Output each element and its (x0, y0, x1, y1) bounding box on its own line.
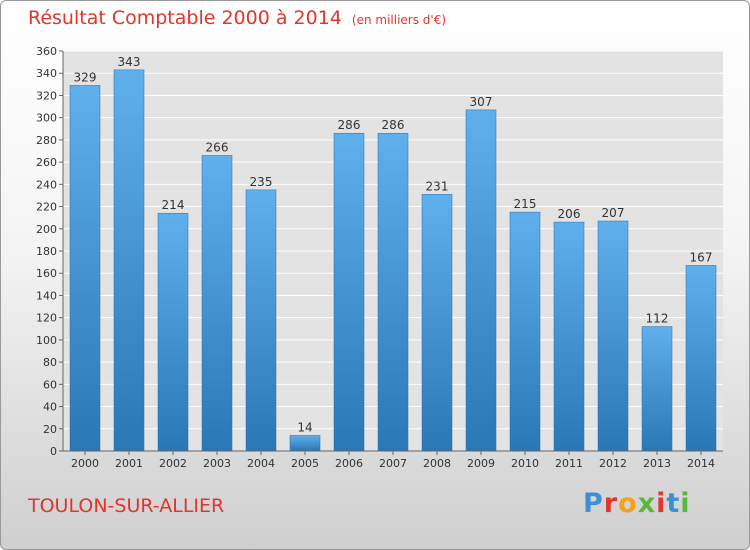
bar-2009 (465, 109, 497, 452)
y-tick-label: 220 (36, 201, 57, 214)
bar-2008 (421, 194, 453, 452)
logo-letter: o (618, 488, 638, 519)
y-axis: 0 20 40 60 80 100 120 140 160 180 200 220 240 260 280 3… (36, 45, 64, 458)
bar-2013 (641, 326, 673, 452)
chart-title: Résultat Comptable 2000 à 2014 (en millie… (28, 7, 447, 29)
y-tick-label: 160 (36, 267, 57, 280)
place-name: TOULON-SUR-ALLIER (28, 495, 225, 517)
y-tick-label: 280 (36, 134, 57, 147)
x-tick-label: 2011 (555, 457, 583, 470)
x-tick-label: 2010 (511, 457, 539, 470)
x-tick-label: 2007 (379, 457, 407, 470)
data-label: 215 (514, 197, 537, 211)
logo-letter: i (656, 488, 667, 519)
x-tick-label: 2003 (203, 457, 231, 470)
data-label: 286 (338, 118, 361, 132)
data-label: 343 (118, 55, 141, 69)
bar-2003 (201, 155, 233, 452)
bar-2000 (69, 85, 101, 452)
x-tick-label: 2005 (291, 457, 319, 470)
y-tick-label: 320 (36, 89, 57, 102)
data-label: 207 (602, 206, 625, 220)
y-tick-label: 120 (36, 312, 57, 325)
bar-2012 (597, 220, 629, 452)
x-axis: 2000 2001 2002 2003 2004 2005 2006 2007 2008 2009… (63, 450, 723, 470)
x-tick-label: 2008 (423, 457, 451, 470)
y-tick-label: 360 (36, 45, 57, 58)
y-tick-label: 240 (36, 178, 57, 191)
x-tick-label: 2002 (159, 457, 187, 470)
y-tick-label: 80 (43, 356, 57, 369)
x-tick-label: 2006 (335, 457, 363, 470)
y-tick-label: 0 (50, 445, 57, 458)
data-label: 235 (250, 175, 273, 189)
y-tick-label: 140 (36, 289, 57, 302)
bar-2006 (333, 132, 365, 452)
y-tick-label: 260 (36, 156, 57, 169)
y-tick-label: 340 (36, 67, 57, 80)
data-label: 329 (74, 70, 97, 84)
y-tick-label: 100 (36, 334, 57, 347)
data-label: 214 (162, 198, 185, 212)
proxiti-logo[interactable]: Proxiti (583, 488, 691, 519)
bar-2001 (113, 69, 145, 452)
logo-letter: P (583, 488, 604, 519)
bar-2005 (289, 435, 321, 452)
y-tick-label: 300 (36, 112, 57, 125)
bar-2014 (685, 265, 717, 452)
logo-letter: r (603, 488, 619, 519)
y-tick-label: 60 (43, 378, 57, 391)
bar-2010 (509, 211, 541, 452)
chart-subtitle: (en milliers d'€) (351, 13, 447, 27)
data-label: 206 (558, 207, 581, 221)
bars: 329 343 214 266 235 14 286 286 231 307 215 206 207 11… (69, 55, 717, 452)
y-tick-label: 40 (43, 401, 57, 414)
logo-letter: t (666, 488, 681, 519)
x-tick-label: 2012 (599, 457, 627, 470)
y-tick-label: 200 (36, 223, 57, 236)
x-tick-label: 2013 (643, 457, 671, 470)
x-tick-label: 2009 (467, 457, 495, 470)
x-tick-label: 2004 (247, 457, 275, 470)
data-label: 14 (297, 420, 312, 434)
bar-2007 (377, 132, 409, 452)
y-tick-label: 20 (43, 423, 57, 436)
data-label: 112 (646, 312, 669, 326)
logo-letter: x (637, 488, 657, 519)
data-label: 167 (690, 250, 713, 264)
bar-2004 (245, 189, 277, 452)
data-label: 307 (470, 95, 493, 109)
logo-letter: i (680, 488, 691, 519)
bar-2011 (553, 221, 585, 452)
data-label: 266 (206, 140, 229, 154)
x-tick-label: 2014 (687, 457, 715, 470)
bar-2002 (157, 212, 189, 452)
data-label: 231 (426, 179, 449, 193)
x-tick-label: 2000 (71, 457, 99, 470)
x-tick-label: 2001 (115, 457, 143, 470)
data-label: 286 (382, 118, 405, 132)
y-tick-label: 180 (36, 245, 57, 258)
